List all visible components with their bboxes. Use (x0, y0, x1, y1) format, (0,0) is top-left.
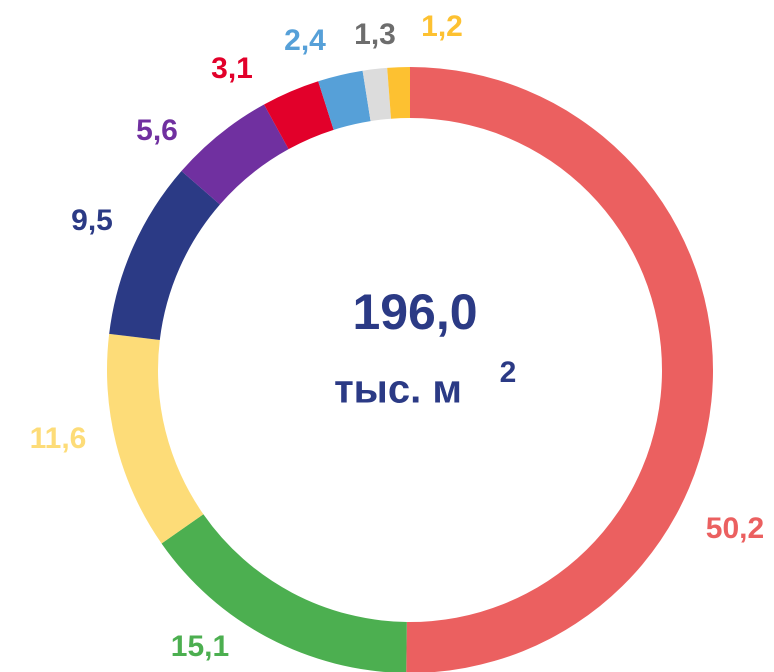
data-label: 3,1 (211, 52, 253, 85)
donut-segment (161, 514, 407, 672)
data-label: 50,2 (706, 512, 764, 545)
center-unit-sup: 2 (500, 356, 517, 389)
data-label: 1,2 (421, 10, 463, 43)
data-label: 2,4 (284, 24, 326, 57)
donut-segment (107, 333, 204, 544)
donut-segment (109, 171, 220, 340)
data-label: 1,3 (354, 18, 396, 51)
center-value: 196,0 (352, 284, 477, 340)
donut-segment (406, 67, 714, 672)
donut-segment (181, 104, 289, 205)
data-label: 5,6 (136, 114, 178, 147)
data-label: 15,1 (171, 630, 229, 663)
donut-segment (318, 70, 371, 130)
center-unit: тыс. м (334, 368, 462, 412)
donut-segment (362, 67, 392, 122)
data-label: 9,5 (71, 204, 113, 237)
data-label: 11,6 (30, 422, 87, 455)
donut-segment (264, 81, 334, 150)
donut-segment (387, 67, 410, 119)
